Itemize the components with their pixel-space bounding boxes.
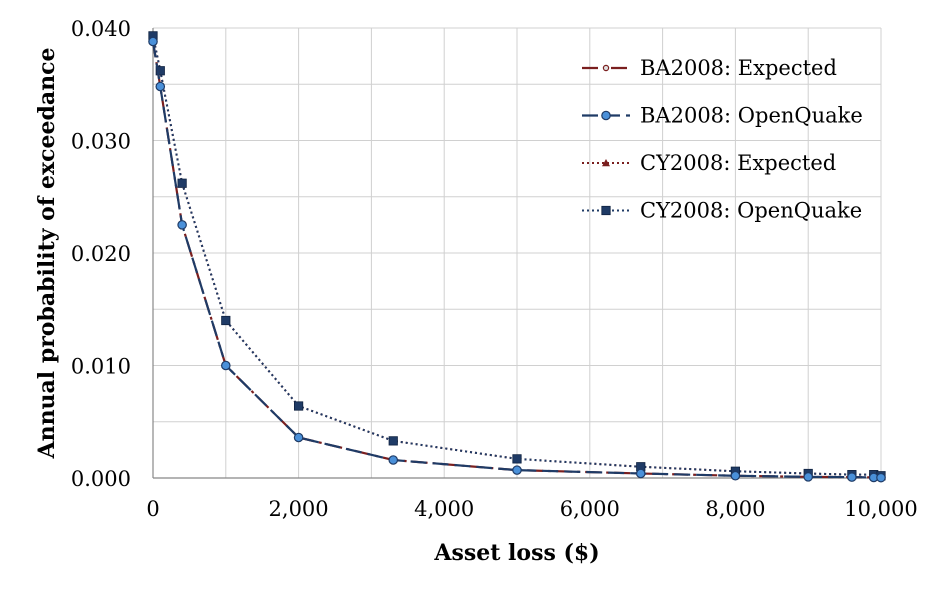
legend-item: CY2008: Expected xyxy=(582,151,836,175)
x-tick-label: 2,000 xyxy=(269,497,329,521)
x-tick-label: 8,000 xyxy=(705,497,765,521)
data-point xyxy=(155,66,165,76)
data-point xyxy=(388,436,398,446)
data-point xyxy=(730,470,741,481)
grid xyxy=(153,27,882,478)
x-tick-label: 10,000 xyxy=(844,497,917,521)
legend-item: CY2008: OpenQuake xyxy=(582,199,862,223)
data-point xyxy=(388,455,399,465)
data-point xyxy=(847,472,857,482)
legend-item: BA2008: Expected xyxy=(582,56,837,80)
y-tick-label: 0.030 xyxy=(71,130,131,154)
x-tick-label: 4,000 xyxy=(414,497,474,521)
x-axis-title: Asset loss ($) xyxy=(433,540,599,566)
y-tick-label: 0.000 xyxy=(71,467,131,491)
data-point xyxy=(512,454,522,464)
legend-marker xyxy=(602,159,610,167)
data-point xyxy=(876,472,886,483)
data-point xyxy=(221,315,231,326)
legend-marker xyxy=(601,110,611,121)
data-point xyxy=(177,220,187,230)
legend-label: BA2008: Expected xyxy=(640,56,837,80)
x-tick-label: 0 xyxy=(146,497,159,521)
data-point xyxy=(635,468,646,479)
legend-marker xyxy=(602,64,610,72)
legend: BA2008: Expected BA2008: OpenQuake CY2008:… xyxy=(582,56,863,223)
data-point xyxy=(512,465,522,475)
data-point xyxy=(221,360,231,371)
axes: 0 2,000 4,000 6,000 8,000 10,000 0.000 0.010 0.0… xyxy=(71,17,918,521)
legend-label: CY2008: Expected xyxy=(640,151,836,175)
data-point xyxy=(803,472,813,482)
series-group xyxy=(148,31,886,483)
y-tick-label: 0.040 xyxy=(71,17,131,41)
y-tick-label: 0.020 xyxy=(71,242,131,266)
data-point xyxy=(155,81,166,92)
y-tick-label: 0.010 xyxy=(71,355,131,379)
data-point xyxy=(177,178,187,188)
data-point xyxy=(293,401,304,411)
data-point xyxy=(148,36,158,47)
x-tick-label: 6,000 xyxy=(560,497,620,521)
legend-marker xyxy=(601,205,611,216)
legend-label: CY2008: OpenQuake xyxy=(640,199,862,223)
y-axis-title: Annual probability of exceedance xyxy=(34,48,60,460)
legend-label: BA2008: OpenQuake xyxy=(640,104,863,128)
data-point xyxy=(293,432,304,443)
series-1 xyxy=(148,36,886,483)
legend-item: BA2008: OpenQuake xyxy=(582,104,863,128)
